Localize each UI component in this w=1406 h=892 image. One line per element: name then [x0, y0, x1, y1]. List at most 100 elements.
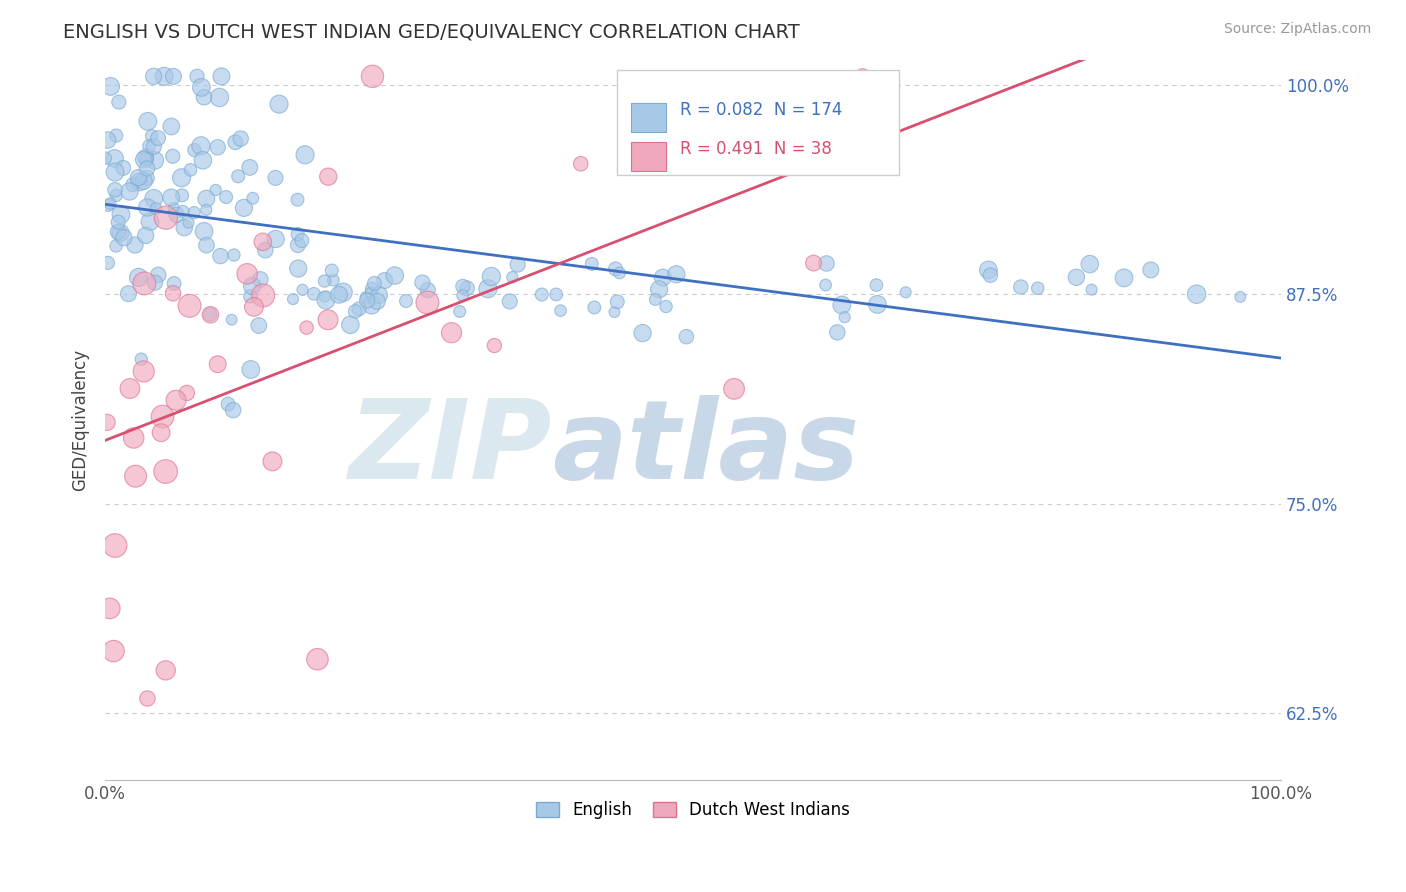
Point — [411, 276, 433, 290]
Point — [287, 193, 309, 207]
Point — [851, 70, 873, 84]
Point — [374, 273, 396, 287]
Point — [581, 257, 603, 271]
Point — [831, 298, 853, 312]
Point — [648, 282, 671, 296]
Point — [110, 208, 132, 222]
Point — [118, 185, 141, 199]
Point — [104, 183, 127, 197]
Point — [449, 304, 471, 318]
Point — [395, 293, 418, 308]
Point — [198, 307, 221, 321]
Point — [153, 70, 176, 84]
Point — [814, 278, 837, 293]
Point — [136, 114, 159, 128]
Point — [1078, 257, 1101, 271]
Point — [894, 285, 917, 300]
Point — [605, 261, 627, 276]
Point — [143, 153, 166, 168]
Point — [360, 286, 382, 301]
Point — [190, 138, 212, 153]
Point — [152, 409, 174, 424]
Point — [132, 174, 155, 188]
Point — [866, 297, 889, 311]
Point — [316, 169, 339, 184]
Point — [316, 313, 339, 327]
Point — [651, 270, 673, 285]
Point — [134, 277, 156, 291]
Point — [979, 268, 1001, 282]
Point — [155, 211, 177, 225]
Point — [209, 249, 232, 263]
Point — [232, 201, 254, 215]
Point — [177, 216, 200, 230]
Point — [360, 298, 382, 312]
Point — [222, 248, 245, 262]
Point — [291, 283, 314, 297]
Point — [172, 188, 194, 202]
Point — [117, 286, 139, 301]
Point — [148, 268, 170, 282]
Point — [146, 131, 169, 145]
Point — [1229, 290, 1251, 304]
Point — [252, 235, 274, 249]
Y-axis label: GED/Equivalency: GED/Equivalency — [72, 349, 89, 491]
Point — [675, 329, 697, 343]
Point — [97, 198, 120, 212]
Point — [193, 224, 215, 238]
Point — [173, 220, 195, 235]
Point — [207, 140, 229, 154]
Point — [191, 153, 214, 168]
Point — [226, 169, 249, 184]
Point — [834, 310, 856, 325]
Point — [603, 305, 626, 319]
Point — [142, 191, 165, 205]
Point — [162, 286, 184, 301]
Point — [314, 290, 336, 304]
Point — [98, 196, 121, 211]
Point — [97, 133, 120, 147]
Point — [136, 201, 159, 215]
Point — [121, 178, 143, 192]
Point — [183, 205, 205, 219]
Point — [138, 139, 160, 153]
Point — [155, 465, 177, 479]
Text: atlas: atlas — [553, 395, 859, 502]
Point — [160, 120, 183, 134]
Point — [322, 273, 344, 287]
Point — [222, 403, 245, 417]
Point — [606, 294, 628, 309]
Point — [200, 308, 222, 322]
Point — [208, 90, 231, 104]
Point — [145, 202, 167, 216]
Point — [132, 364, 155, 378]
Point — [569, 157, 592, 171]
Point — [139, 214, 162, 228]
Point — [124, 238, 146, 252]
Point — [128, 175, 150, 189]
Point — [155, 664, 177, 678]
Point — [332, 285, 354, 300]
Point — [339, 318, 361, 332]
Point — [384, 268, 406, 283]
Point — [124, 469, 146, 483]
Point — [550, 303, 572, 318]
Point — [456, 281, 478, 295]
Point — [546, 287, 568, 301]
Point — [94, 151, 117, 165]
FancyBboxPatch shape — [631, 142, 666, 170]
Point — [190, 80, 212, 95]
Point — [368, 288, 391, 302]
Point — [107, 215, 129, 229]
Point — [416, 283, 439, 297]
Point — [291, 234, 314, 248]
Point — [112, 161, 135, 175]
Point — [865, 278, 887, 293]
Point — [583, 301, 606, 315]
Point — [302, 286, 325, 301]
Point — [354, 290, 377, 304]
Point — [163, 277, 186, 291]
Point — [215, 190, 238, 204]
Point — [163, 201, 186, 215]
Point — [440, 326, 463, 340]
